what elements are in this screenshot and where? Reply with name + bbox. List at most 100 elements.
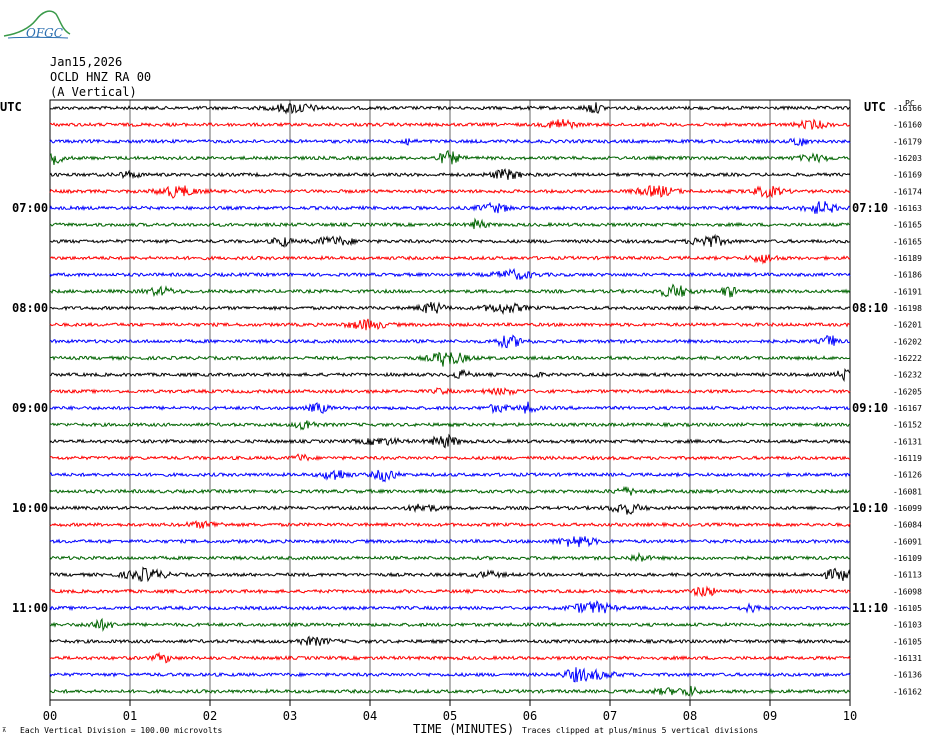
trace-offset-label: -16186 xyxy=(893,271,922,280)
trace-offset-label: -16205 xyxy=(893,387,922,396)
x-tick-label: 03 xyxy=(283,709,297,723)
trace-offset-label: -16232 xyxy=(893,371,922,380)
seismic-trace xyxy=(49,118,851,130)
seismic-trace xyxy=(49,453,851,462)
seismic-trace xyxy=(49,485,851,496)
seismic-trace xyxy=(49,599,851,614)
seismic-trace xyxy=(49,351,851,367)
trace-offset-label: -16165 xyxy=(893,221,922,230)
record-date: Jan15,2026 xyxy=(50,55,123,69)
x-tick-label: 05 xyxy=(443,709,457,723)
trace-offset-label: -16202 xyxy=(893,337,922,346)
trace-offset-label: -16222 xyxy=(893,354,922,363)
left-hour-label: 07:00 xyxy=(12,201,48,215)
station-code: OCLD HNZ RA 00 xyxy=(50,70,152,84)
right-offset-header: PC xyxy=(905,99,915,108)
seismic-trace xyxy=(49,268,851,281)
seismic-trace xyxy=(49,617,851,633)
trace-offset-label: -16105 xyxy=(893,604,922,613)
trace-offset-label: -16163 xyxy=(893,204,922,213)
trace-offset-label: -16098 xyxy=(893,587,922,596)
trace-offset-label: -16166 xyxy=(893,104,922,113)
trace-offset-label: -16203 xyxy=(893,154,922,163)
trace-offset-label: -16084 xyxy=(893,521,922,530)
scale-note: Each Vertical Division = 100.00 microvol… xyxy=(20,726,223,735)
left-hour-label: 11:00 xyxy=(12,601,48,615)
trace-offset-label: -16109 xyxy=(893,554,922,563)
seismic-trace xyxy=(49,149,851,165)
seismic-trace xyxy=(49,536,851,548)
trace-offset-label: -16167 xyxy=(893,404,922,413)
right-hour-label: 08:10 xyxy=(852,301,888,315)
trace-offset-label: -16113 xyxy=(893,571,922,580)
left-hour-label: 10:00 xyxy=(12,501,48,515)
right-hour-label: 09:10 xyxy=(852,401,888,415)
seismic-trace xyxy=(49,635,851,646)
seismic-trace xyxy=(49,283,851,298)
right-hour-label: 11:10 xyxy=(852,601,888,615)
x-tick-label: 02 xyxy=(203,709,217,723)
trace-offset-label: -16162 xyxy=(893,687,922,696)
seismic-trace xyxy=(49,433,851,449)
logo-hill-icon xyxy=(3,10,71,39)
x-tick-label: 06 xyxy=(523,709,537,723)
trace-offset-label: -16152 xyxy=(893,421,922,430)
component-label: (A Vertical) xyxy=(50,85,137,99)
x-tick-label: 00 xyxy=(43,709,57,723)
trace-offset-label: -16174 xyxy=(893,187,922,196)
trace-offset-label: -16103 xyxy=(893,621,922,630)
seismic-trace xyxy=(49,217,851,230)
seismic-trace xyxy=(49,551,851,562)
seismic-trace xyxy=(49,401,851,415)
left-hour-label: 09:00 xyxy=(12,401,48,415)
right-timezone-label: UTC xyxy=(864,100,886,114)
seismic-trace xyxy=(49,301,851,316)
clip-note: Traces clipped at plus/minus 5 vertical … xyxy=(522,726,759,735)
seismic-trace xyxy=(49,137,851,147)
logo-text: OFGC xyxy=(26,26,63,40)
trace-offset-label: -16169 xyxy=(893,171,922,180)
trace-offset-label: -16091 xyxy=(893,537,922,546)
x-tick-label: 09 xyxy=(763,709,777,723)
trace-offset-label: -16201 xyxy=(893,321,922,330)
seismic-trace xyxy=(49,102,851,115)
trace-offset-label: -16189 xyxy=(893,254,922,263)
trace-offset-label: -16136 xyxy=(893,671,922,680)
x-tick-label: 01 xyxy=(123,709,137,723)
trace-offset-label: -16198 xyxy=(893,304,922,313)
seismic-trace xyxy=(49,168,851,180)
seismic-trace xyxy=(49,566,851,583)
left-timezone-label: UTC xyxy=(0,100,22,114)
x-axis-title: TIME (MINUTES) xyxy=(413,722,515,736)
right-hour-label: 10:10 xyxy=(852,501,888,515)
x-tick-label: 07 xyxy=(603,709,617,723)
seismic-trace xyxy=(49,201,851,214)
seismic-trace xyxy=(49,585,851,598)
x-tick-label: 08 xyxy=(683,709,697,723)
trace-offset-label: -16165 xyxy=(893,237,922,246)
seismic-trace xyxy=(49,503,851,515)
seismic-trace xyxy=(49,685,851,698)
seismic-trace xyxy=(49,233,851,248)
seismic-trace xyxy=(49,469,851,483)
ofgc-logo: OFGC xyxy=(2,4,74,44)
x-tick-label: 10 xyxy=(843,709,857,723)
seismic-trace xyxy=(49,387,851,397)
x-tick-label: 04 xyxy=(363,709,377,723)
trace-offset-label: -16131 xyxy=(893,437,922,446)
trace-offset-label: -16126 xyxy=(893,471,922,480)
trace-offset-label: -16081 xyxy=(893,487,922,496)
seismic-trace xyxy=(49,651,851,664)
seismic-trace xyxy=(49,185,851,199)
seismic-trace xyxy=(49,368,851,383)
seismic-trace xyxy=(49,254,851,265)
left-hour-label: 08:00 xyxy=(12,301,48,315)
trace-offset-label: -16179 xyxy=(893,137,922,146)
right-hour-label: 07:10 xyxy=(852,201,888,215)
trace-offset-label: -16131 xyxy=(893,654,922,663)
seismic-trace xyxy=(49,334,851,349)
seismic-trace xyxy=(49,318,851,331)
trace-offset-label: -16099 xyxy=(893,504,922,513)
seismic-trace xyxy=(49,420,851,431)
